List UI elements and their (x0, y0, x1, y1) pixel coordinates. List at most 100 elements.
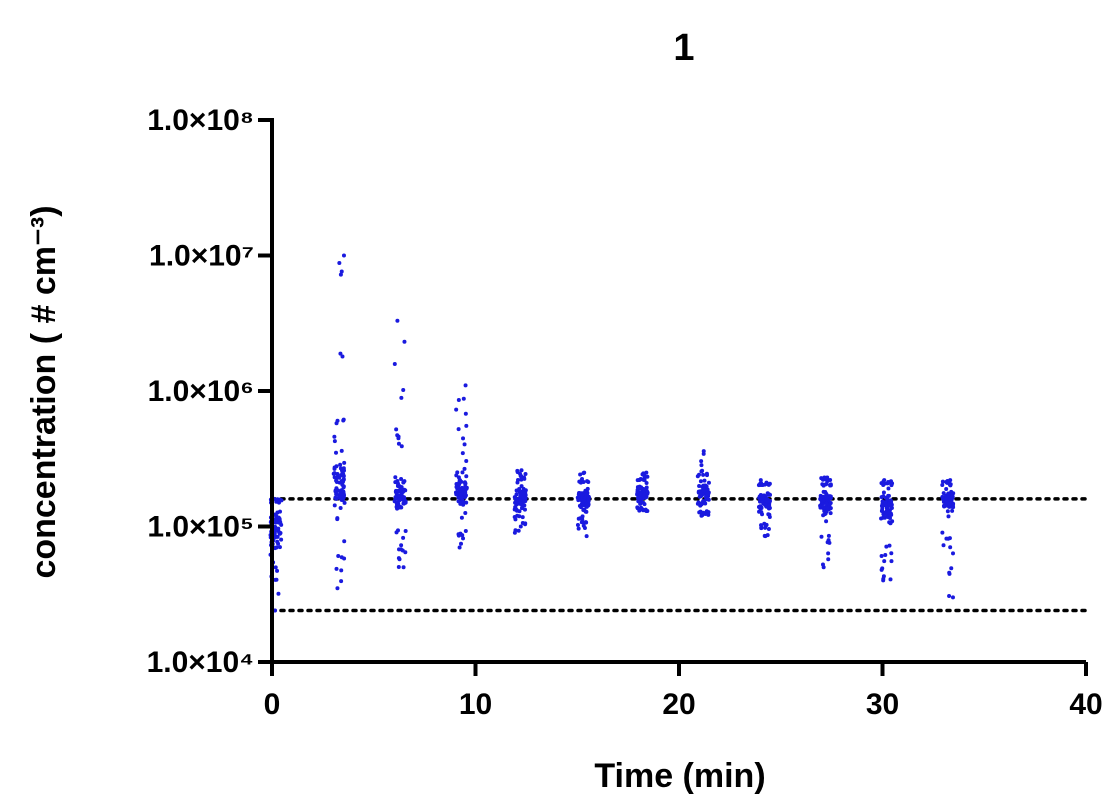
data-point (824, 501, 829, 506)
data-point (759, 523, 764, 528)
data-point (394, 530, 399, 535)
data-point (457, 491, 462, 496)
data-point (275, 568, 280, 573)
data-point (459, 515, 464, 520)
data-point (642, 475, 647, 480)
data-point (886, 480, 891, 485)
data-point (644, 509, 649, 514)
data-point (581, 479, 586, 484)
data-point (463, 411, 468, 416)
data-point (401, 388, 406, 393)
data-point (462, 466, 467, 471)
x-tick-label: 30 (866, 688, 899, 721)
data-point (575, 522, 580, 527)
data-point (402, 495, 407, 500)
data-point (586, 494, 591, 499)
data-point (825, 506, 830, 511)
data-point (758, 493, 763, 498)
data-point (585, 486, 590, 491)
y-tick-label: 1.0×10⁵ (147, 511, 254, 544)
data-point (763, 534, 768, 539)
data-point (334, 492, 339, 497)
data-point (944, 487, 949, 492)
data-point (399, 395, 404, 400)
data-point (522, 507, 527, 512)
data-point (767, 481, 772, 486)
data-point (884, 544, 889, 549)
data-point (584, 534, 589, 539)
data-point (338, 462, 343, 467)
data-point (454, 485, 459, 490)
data-point (518, 524, 523, 529)
data-point (394, 427, 399, 432)
data-point (821, 489, 826, 494)
data-point (463, 493, 468, 498)
data-point (703, 501, 708, 506)
data-point (764, 504, 769, 509)
data-point (947, 501, 952, 506)
data-point (818, 503, 823, 508)
data-point (276, 526, 281, 531)
data-point (948, 545, 953, 550)
data-point (334, 566, 339, 571)
data-point (576, 526, 581, 531)
x-axis-ticks: 0 10 20 30 40 (264, 662, 1103, 721)
data-point (644, 480, 649, 485)
data-point (340, 354, 345, 359)
data-point (523, 521, 528, 526)
data-point (585, 490, 590, 495)
data-point (819, 476, 824, 481)
data-point (947, 593, 952, 598)
data-point (454, 492, 459, 497)
data-point (697, 510, 702, 515)
data-point (580, 493, 585, 498)
data-point (342, 460, 347, 465)
data-point (399, 491, 404, 496)
data-point (337, 261, 342, 266)
data-point (886, 510, 891, 515)
data-point (825, 475, 830, 480)
data-point (273, 608, 278, 613)
data-point (577, 503, 582, 508)
data-point (940, 479, 945, 484)
data-point (940, 530, 945, 535)
data-point (889, 505, 894, 510)
data-point (583, 520, 588, 525)
data-point (341, 418, 346, 423)
data-point (822, 475, 827, 480)
data-point (457, 488, 462, 493)
data-point (339, 579, 344, 584)
data-point (520, 515, 525, 520)
data-point (824, 509, 829, 514)
data-point (460, 451, 465, 456)
data-point (951, 505, 956, 510)
data-point (273, 577, 278, 582)
data-point (706, 480, 711, 485)
data-point (273, 565, 278, 570)
data-point (399, 444, 404, 449)
data-point (701, 449, 706, 454)
data-point (581, 523, 586, 528)
data-point (341, 466, 346, 471)
data-point (699, 513, 704, 518)
y-tick-label: 1.0×10⁸ (147, 104, 254, 137)
data-point (393, 475, 398, 480)
data-point (698, 479, 703, 484)
data-point (461, 536, 466, 541)
data-point (758, 504, 763, 509)
data-point (946, 492, 951, 497)
data-point (881, 490, 886, 495)
data-point (341, 495, 346, 500)
data-points (268, 253, 956, 613)
data-point (516, 528, 521, 533)
data-point (462, 442, 467, 447)
data-point (332, 439, 337, 444)
data-point (880, 566, 885, 571)
data-point (949, 566, 954, 571)
data-point (635, 478, 640, 483)
data-point (332, 466, 337, 471)
data-point (697, 472, 702, 477)
data-point (945, 509, 950, 514)
data-point (339, 478, 344, 483)
data-point (881, 574, 886, 579)
